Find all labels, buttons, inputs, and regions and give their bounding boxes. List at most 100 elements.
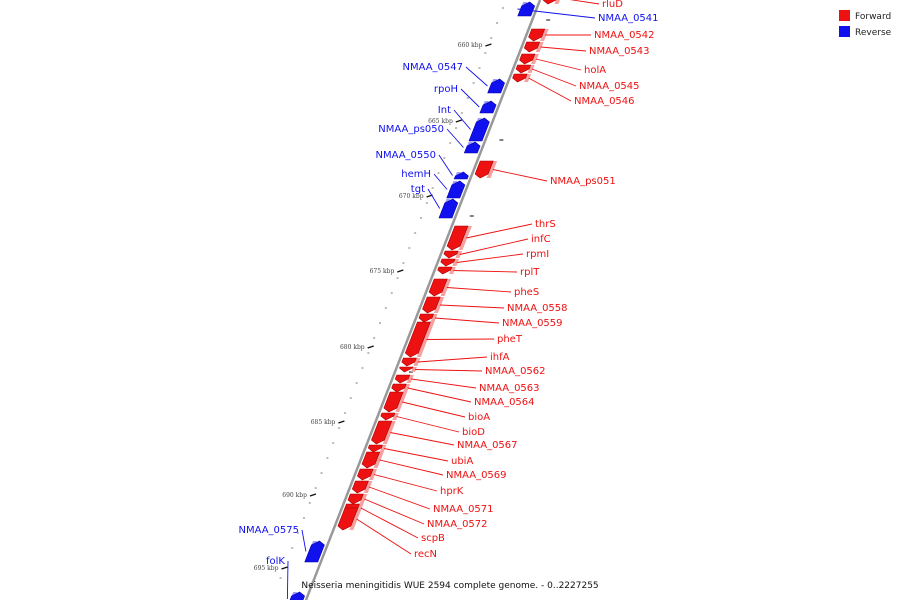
gene-feature[interactable] <box>304 540 325 563</box>
gene-feature[interactable] <box>422 296 445 314</box>
gene-feature[interactable] <box>446 225 472 251</box>
gene-label[interactable]: NMAA_0562 <box>485 366 546 377</box>
gene-feature-body <box>383 391 404 413</box>
gene-label[interactable]: infC <box>531 234 551 245</box>
gene-feature[interactable] <box>357 468 378 481</box>
gene-label[interactable]: thrS <box>535 219 556 230</box>
gene-feature[interactable] <box>468 117 490 142</box>
gene-feature[interactable] <box>512 73 532 83</box>
scale-tick-label: 665 kbp <box>428 118 453 125</box>
gene-label[interactable]: holA <box>584 65 606 76</box>
gene-feature[interactable] <box>523 41 544 53</box>
gene-feature[interactable] <box>515 64 535 74</box>
gene-feature-shade <box>359 494 368 504</box>
gene-leader-line <box>356 518 412 555</box>
gene-feature[interactable] <box>404 321 435 358</box>
gene-feature-body <box>304 540 325 563</box>
gene-label[interactable]: NMAA_0563 <box>479 383 540 394</box>
gene-label[interactable]: pheS <box>514 287 539 298</box>
gene-label[interactable]: rluD <box>602 0 623 10</box>
legend-swatch-reverse <box>839 26 850 37</box>
gene-label[interactable]: ubiA <box>451 456 473 467</box>
gene-label[interactable]: NMAA_0558 <box>507 303 568 314</box>
gene-feature[interactable] <box>440 258 459 267</box>
gene-leader-line <box>528 77 572 102</box>
gene-feature[interactable] <box>351 480 373 494</box>
gene-feature[interactable] <box>474 160 498 179</box>
gene-label[interactable]: bioD <box>462 427 485 438</box>
gene-label[interactable]: NMAA_0564 <box>474 397 535 408</box>
gene-label[interactable]: pheT <box>497 334 523 345</box>
gene-label[interactable]: tgt <box>411 184 425 195</box>
gene-feature[interactable] <box>542 0 563 5</box>
gene-label[interactable]: NMAA_0545 <box>579 81 640 92</box>
gene-feature[interactable] <box>428 278 452 297</box>
gene-feature[interactable] <box>453 171 469 180</box>
gene-leader-line <box>426 338 495 340</box>
gene-label[interactable]: NMAA_0569 <box>446 470 507 481</box>
gene-label[interactable]: NMAA_ps051 <box>550 176 616 187</box>
gene-feature[interactable] <box>391 383 411 393</box>
gene-feature[interactable] <box>418 313 438 323</box>
gene-feature[interactable] <box>446 180 466 199</box>
gene-label[interactable]: rpoH <box>434 84 458 95</box>
gene-feature[interactable] <box>380 412 399 421</box>
gene-label[interactable]: NMAA_0575 <box>238 525 299 536</box>
gene-feature[interactable] <box>361 451 384 469</box>
gene-feature[interactable] <box>438 198 459 219</box>
gene-label[interactable]: NMAA_0541 <box>598 13 659 24</box>
gene-label[interactable]: NMAA_0546 <box>574 96 635 107</box>
gene-label[interactable]: NMAA_0567 <box>457 440 518 451</box>
gene-feature[interactable] <box>401 357 421 367</box>
gene-feature-shade <box>531 54 539 64</box>
gene-label[interactable]: NMAA_0571 <box>433 504 494 515</box>
gene-label[interactable]: NMAA_0542 <box>594 30 655 41</box>
gene-feature-body <box>371 420 393 445</box>
scale-tick-label: 675 kbp <box>370 268 395 275</box>
gene-feature[interactable] <box>383 391 408 413</box>
gene-label[interactable]: NMAA_0559 <box>502 318 563 329</box>
gene-feature-shade <box>373 452 384 468</box>
gene-feature[interactable] <box>337 507 362 531</box>
gene-feature[interactable] <box>479 100 497 114</box>
gene-label[interactable]: hemH <box>401 169 431 180</box>
gene-feature[interactable] <box>443 250 463 259</box>
gene-feature-body <box>357 468 374 481</box>
gene-label[interactable]: recN <box>414 549 437 560</box>
gene-feature[interactable] <box>463 141 481 154</box>
gene-label[interactable]: Int <box>438 105 451 116</box>
gene-feature[interactable] <box>399 366 417 373</box>
gene-feature[interactable] <box>519 53 539 65</box>
gene-leader-line <box>446 128 464 148</box>
gene-feature[interactable] <box>371 420 396 445</box>
gene-label[interactable]: ihfA <box>490 352 510 363</box>
gene-label[interactable]: rpmI <box>526 249 549 260</box>
gene-feature[interactable] <box>394 374 414 384</box>
gene-label[interactable]: NMAA_0543 <box>589 46 650 57</box>
gene-feature-body <box>428 278 448 297</box>
gene-leader-line <box>446 287 512 293</box>
gene-label[interactable]: NMAA_0547 <box>402 62 463 73</box>
gene-feature[interactable] <box>347 493 368 505</box>
gene-feature[interactable] <box>528 28 549 42</box>
gene-label[interactable]: hprK <box>440 486 464 497</box>
gene-label[interactable]: scpB <box>421 533 445 544</box>
gene-feature[interactable] <box>367 444 387 453</box>
gene-label[interactable]: NMAA_0572 <box>427 519 488 530</box>
gene-feature-body <box>391 383 407 393</box>
gene-feature[interactable] <box>437 266 456 275</box>
gene-feature-body <box>404 321 431 358</box>
gene-feature[interactable] <box>487 78 505 94</box>
legend-label-forward: Forward <box>855 12 891 22</box>
gene-feature[interactable] <box>288 591 305 600</box>
gene-label[interactable]: NMAA_ps050 <box>378 124 444 135</box>
gene-leader-line <box>411 378 477 389</box>
gene-feature-shade <box>363 481 373 493</box>
gene-label[interactable]: rplT <box>520 267 540 278</box>
gene-label[interactable]: NMAA_0550 <box>375 150 436 161</box>
gene-feature-shade <box>430 314 438 322</box>
gene-feature-body <box>463 141 481 154</box>
gene-label[interactable]: bioA <box>468 412 490 423</box>
gene-label[interactable]: folK <box>266 556 285 567</box>
